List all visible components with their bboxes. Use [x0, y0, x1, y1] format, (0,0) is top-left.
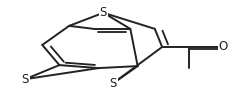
Text: S: S: [109, 77, 117, 90]
Text: O: O: [219, 40, 228, 53]
Text: S: S: [100, 6, 107, 19]
Text: S: S: [21, 73, 29, 86]
